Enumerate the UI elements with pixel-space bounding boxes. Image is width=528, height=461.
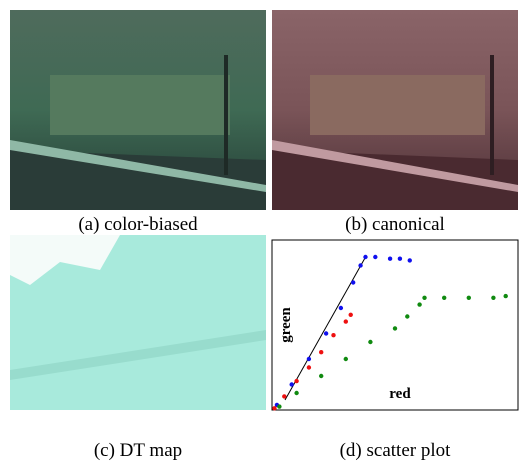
point xyxy=(319,374,323,378)
point xyxy=(277,404,281,408)
point xyxy=(331,333,335,337)
figure: (a) color-biased (b) canonical (c) DT ma… xyxy=(0,0,528,461)
point xyxy=(351,280,355,284)
point xyxy=(442,296,446,300)
caption: (d) scatter plot xyxy=(340,440,452,461)
point xyxy=(294,391,298,395)
scatter-frame xyxy=(272,240,518,410)
point xyxy=(282,394,286,398)
photo-a xyxy=(10,10,266,210)
point xyxy=(344,357,348,361)
point xyxy=(422,296,426,300)
point xyxy=(358,263,362,267)
point xyxy=(307,357,311,361)
x-axis-label: red xyxy=(389,386,411,402)
point xyxy=(398,257,402,261)
photo-b xyxy=(272,10,518,210)
point xyxy=(289,382,293,386)
caption: (a) color-biased xyxy=(78,214,198,235)
point xyxy=(368,340,372,344)
point xyxy=(294,379,298,383)
page: (a) color-biased (b) canonical (c) DT ma… xyxy=(0,0,528,461)
point xyxy=(344,319,348,323)
point xyxy=(373,255,377,259)
point xyxy=(363,255,367,259)
point xyxy=(307,365,311,369)
caption: (c) DT map xyxy=(94,440,182,461)
point xyxy=(408,258,412,262)
point xyxy=(339,306,343,310)
y-axis-label: green xyxy=(278,307,294,343)
point xyxy=(324,331,328,335)
point xyxy=(405,314,409,318)
point xyxy=(504,294,508,298)
point xyxy=(467,296,471,300)
point xyxy=(388,257,392,261)
point xyxy=(319,350,323,354)
point xyxy=(349,313,353,317)
point xyxy=(491,296,495,300)
caption: (b) canonical xyxy=(345,214,445,235)
point xyxy=(417,302,421,306)
dt-map xyxy=(10,235,266,410)
point xyxy=(272,406,276,410)
point xyxy=(393,326,397,330)
